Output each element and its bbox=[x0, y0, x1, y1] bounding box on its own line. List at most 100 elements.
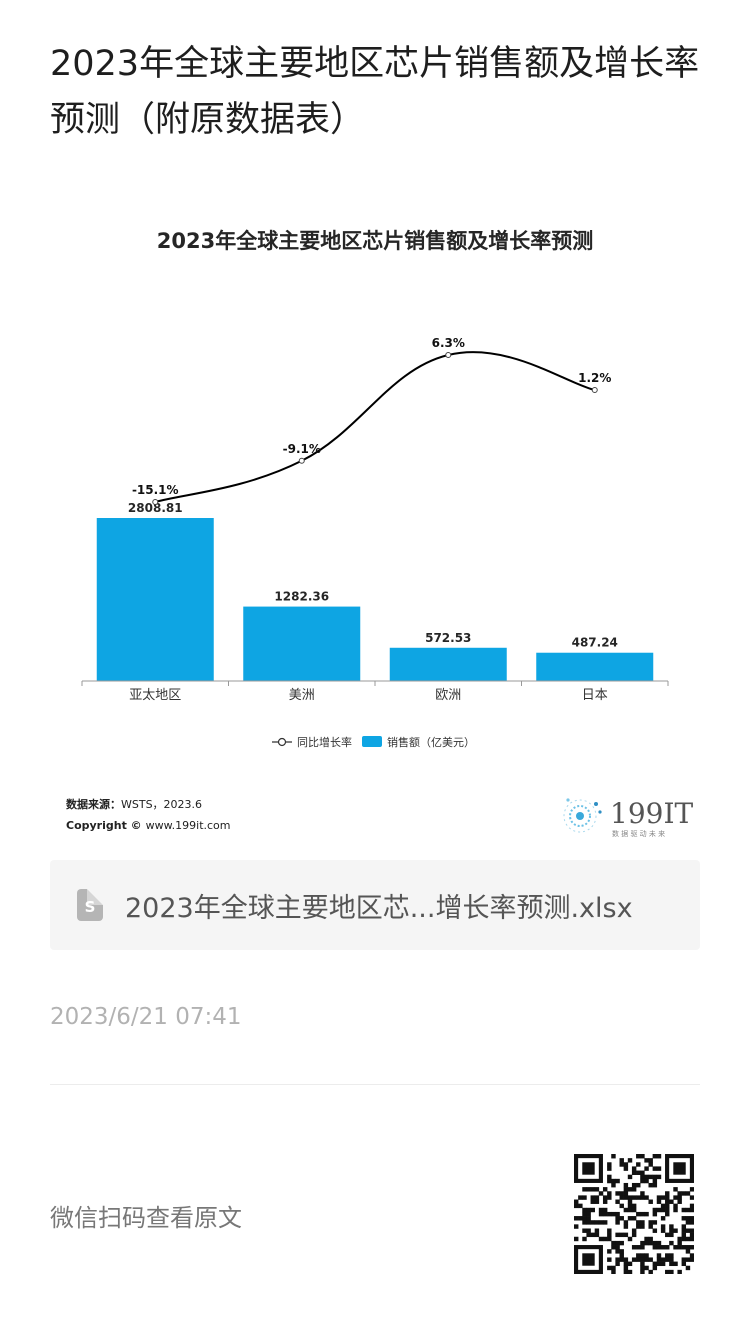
qr-module bbox=[669, 1224, 674, 1229]
qr-module bbox=[656, 1199, 662, 1204]
qr-module bbox=[656, 1207, 662, 1213]
qr-module bbox=[648, 1257, 653, 1262]
qr-module bbox=[689, 1232, 694, 1238]
qr-module bbox=[619, 1240, 624, 1246]
qr-module bbox=[669, 1228, 674, 1233]
qr-module bbox=[673, 1187, 678, 1192]
qr-module bbox=[681, 1236, 687, 1242]
qr-module bbox=[644, 1265, 649, 1271]
qr-module bbox=[636, 1170, 641, 1175]
qr-module bbox=[607, 1162, 612, 1167]
qr-module bbox=[582, 1253, 595, 1266]
qr-module bbox=[660, 1228, 666, 1233]
qr-module bbox=[594, 1195, 600, 1200]
growth-label: 1.2% bbox=[578, 371, 611, 385]
qr-module bbox=[648, 1240, 653, 1246]
qr-module bbox=[615, 1232, 620, 1238]
qr-module bbox=[631, 1228, 637, 1233]
qr-module bbox=[685, 1207, 691, 1213]
qr-module bbox=[685, 1191, 691, 1196]
qr-module bbox=[590, 1199, 595, 1204]
qr-module bbox=[640, 1191, 645, 1196]
qr-module bbox=[607, 1211, 612, 1217]
qr-module bbox=[619, 1191, 624, 1196]
qr-module bbox=[644, 1166, 649, 1171]
qr-module bbox=[644, 1253, 649, 1258]
qr-module bbox=[607, 1174, 612, 1180]
qr-module bbox=[586, 1207, 591, 1213]
growth-label: -9.1% bbox=[283, 442, 321, 456]
qr-module bbox=[648, 1269, 653, 1274]
qr-module bbox=[640, 1253, 645, 1258]
qr-module bbox=[660, 1261, 666, 1267]
divider bbox=[50, 1084, 700, 1085]
qr-module bbox=[652, 1240, 658, 1246]
logo-tagline: 数 据 驱 动 未 来 bbox=[612, 829, 665, 838]
scan-to-view-text: 微信扫码查看原文 bbox=[50, 1204, 242, 1232]
qr-module bbox=[582, 1228, 587, 1233]
qr-module bbox=[652, 1220, 658, 1225]
qr-module bbox=[673, 1207, 678, 1213]
bar-4 bbox=[536, 652, 654, 681]
spreadsheet-file-icon: S bbox=[77, 889, 103, 921]
attachment-card[interactable]: S 2023年全球主要地区芯...增长率预测.xlsx bbox=[50, 860, 700, 950]
qr-code-icon[interactable] bbox=[574, 1154, 694, 1274]
qr-module bbox=[689, 1253, 694, 1258]
qr-module bbox=[677, 1236, 682, 1242]
qr-module bbox=[685, 1236, 691, 1242]
logo-text: 199IT bbox=[610, 797, 694, 830]
qr-module bbox=[656, 1257, 662, 1262]
qr-module bbox=[648, 1224, 653, 1229]
qr-module bbox=[619, 1195, 624, 1200]
qr-module bbox=[582, 1220, 587, 1225]
source-value: WSTS，2023.6 bbox=[121, 798, 202, 811]
bars-group: 2808.81 1282.36 572.53 487.24 bbox=[96, 501, 654, 681]
qr-module bbox=[665, 1211, 670, 1217]
qr-module bbox=[669, 1240, 674, 1246]
qr-module bbox=[623, 1265, 629, 1271]
attachment-file-name[interactable]: 2023年全球主要地区芯...增长率预测.xlsx bbox=[125, 892, 633, 924]
qr-module bbox=[689, 1245, 694, 1250]
qr-module bbox=[582, 1195, 587, 1200]
qr-module bbox=[685, 1249, 691, 1254]
qr-module bbox=[660, 1216, 666, 1221]
qr-module bbox=[607, 1228, 612, 1233]
qr-module bbox=[623, 1261, 629, 1267]
qr-module bbox=[656, 1166, 662, 1171]
qr-module bbox=[627, 1207, 633, 1213]
qr-module bbox=[681, 1207, 687, 1213]
legend-circle-marker bbox=[277, 737, 287, 747]
qr-module bbox=[656, 1261, 662, 1267]
qr-module bbox=[640, 1178, 645, 1184]
qr-module bbox=[636, 1245, 641, 1250]
qr-module bbox=[582, 1211, 587, 1217]
legend: 同比增长率 销售额（亿美元） bbox=[272, 735, 475, 749]
qr-module bbox=[673, 1245, 678, 1250]
qr-module bbox=[619, 1232, 624, 1238]
qr-module bbox=[586, 1220, 591, 1225]
qr-module bbox=[623, 1187, 629, 1192]
qr-module bbox=[602, 1236, 608, 1242]
qr-module bbox=[644, 1158, 649, 1163]
qr-module bbox=[640, 1257, 645, 1262]
qr-module bbox=[598, 1220, 604, 1225]
qr-module bbox=[623, 1257, 629, 1262]
qr-module bbox=[623, 1195, 629, 1200]
qr-module bbox=[685, 1257, 691, 1262]
qr-module bbox=[656, 1174, 662, 1180]
qr-module bbox=[689, 1228, 694, 1233]
qr-module bbox=[586, 1216, 591, 1221]
qr-module bbox=[631, 1170, 637, 1175]
qr-module bbox=[574, 1236, 579, 1242]
qr-module bbox=[660, 1224, 666, 1229]
qr-module bbox=[669, 1253, 674, 1258]
qr-module bbox=[602, 1220, 608, 1225]
qr-module bbox=[673, 1228, 678, 1233]
qr-module bbox=[623, 1269, 629, 1274]
qr-module bbox=[681, 1257, 687, 1262]
qr-module bbox=[660, 1207, 666, 1213]
qr-module bbox=[673, 1203, 678, 1209]
qr-module bbox=[669, 1261, 674, 1267]
qr-module bbox=[652, 1261, 658, 1267]
qr-module bbox=[623, 1162, 629, 1167]
